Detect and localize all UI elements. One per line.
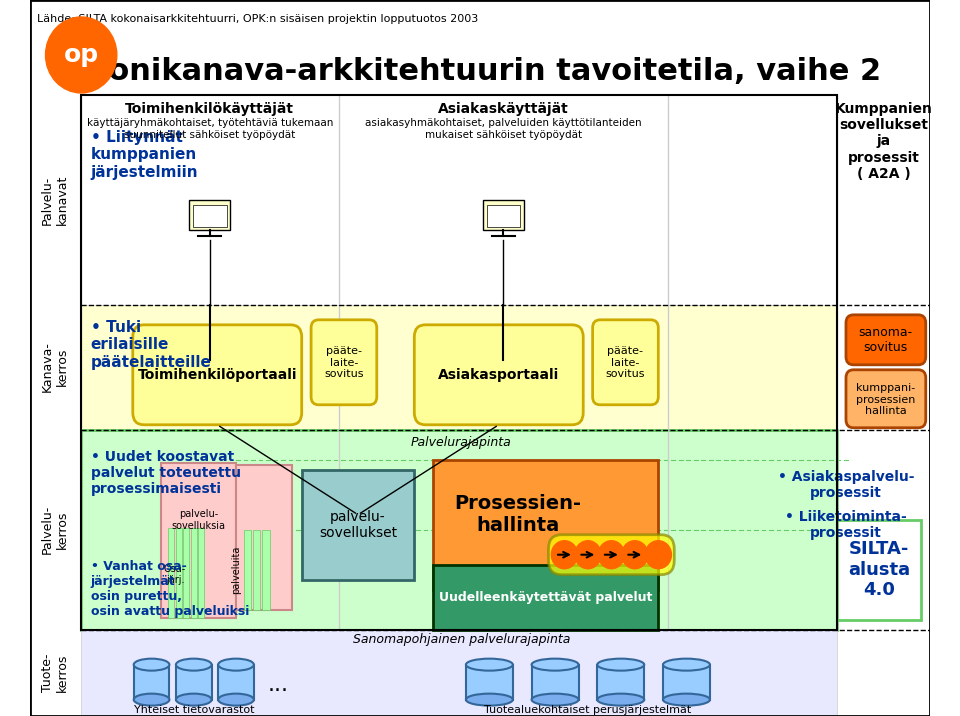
FancyBboxPatch shape	[483, 200, 524, 230]
Text: Tuote-
kerros: Tuote- kerros	[41, 654, 69, 692]
Text: Prosessien-
hallinta: Prosessien- hallinta	[454, 494, 581, 536]
FancyBboxPatch shape	[244, 530, 251, 610]
Ellipse shape	[176, 694, 211, 706]
Text: Toimihenkilöportaali: Toimihenkilöportaali	[137, 368, 297, 382]
Ellipse shape	[133, 659, 169, 671]
FancyBboxPatch shape	[663, 664, 709, 700]
FancyBboxPatch shape	[218, 664, 253, 700]
FancyBboxPatch shape	[176, 528, 181, 618]
Text: Palvelu-
kanavat: Palvelu- kanavat	[41, 175, 69, 225]
FancyBboxPatch shape	[82, 95, 836, 305]
Text: Lähde: SILTA kokonaisarkkitehtuurri, OPK:n sisäisen projektin lopputuotos 2003: Lähde: SILTA kokonaisarkkitehtuurri, OPK…	[37, 14, 478, 24]
FancyBboxPatch shape	[82, 629, 836, 715]
Ellipse shape	[176, 659, 211, 671]
Text: Osa-
järj.: Osa- järj.	[164, 564, 186, 586]
FancyBboxPatch shape	[466, 664, 513, 700]
Text: Palvelu-
kerros: Palvelu- kerros	[41, 505, 69, 554]
FancyBboxPatch shape	[189, 200, 230, 230]
Text: SILTA-
alusta
4.0: SILTA- alusta 4.0	[848, 540, 910, 599]
Ellipse shape	[597, 659, 644, 671]
Text: Uudelleenkäytettävät palvelut: Uudelleenkäytettävät palvelut	[439, 591, 653, 604]
FancyBboxPatch shape	[82, 430, 836, 629]
Text: palveluita: palveluita	[231, 546, 241, 594]
Text: Kumppanien
sovellukset
ja
prosessit
( A2A ): Kumppanien sovellukset ja prosessit ( A2…	[834, 102, 932, 180]
FancyBboxPatch shape	[301, 470, 415, 580]
FancyBboxPatch shape	[433, 460, 659, 590]
FancyBboxPatch shape	[433, 565, 659, 629]
Text: • Tuki
erilaisille
päätelaitteille: • Tuki erilaisille päätelaitteille	[90, 320, 211, 369]
Ellipse shape	[663, 694, 709, 706]
Ellipse shape	[663, 659, 709, 671]
FancyBboxPatch shape	[846, 315, 925, 365]
Text: Toimihenkilökäyttäjät: Toimihenkilökäyttäjät	[125, 102, 294, 116]
Text: sanoma-
sovitus: sanoma- sovitus	[858, 326, 912, 354]
Ellipse shape	[218, 694, 253, 706]
FancyBboxPatch shape	[487, 205, 520, 227]
FancyBboxPatch shape	[252, 530, 260, 610]
FancyBboxPatch shape	[592, 320, 659, 405]
Ellipse shape	[466, 659, 513, 671]
Text: • Vanhat osa-
järjestelmät
osin purettu,
osin avattu palveluiksi: • Vanhat osa- järjestelmät osin purettu,…	[90, 560, 249, 618]
FancyBboxPatch shape	[168, 528, 174, 618]
Text: käyttäjäryhmäkohtaiset, työtehtäviä tukemaan
suunnitellut sähköiset työpöydät: käyttäjäryhmäkohtaiset, työtehtäviä tuke…	[86, 118, 333, 140]
Ellipse shape	[597, 694, 644, 706]
Circle shape	[645, 541, 671, 569]
FancyBboxPatch shape	[236, 465, 292, 610]
FancyBboxPatch shape	[191, 528, 197, 618]
Text: Monikanava-arkkitehtuurin tavoitetila, vaihe 2: Monikanava-arkkitehtuurin tavoitetila, v…	[79, 57, 881, 87]
FancyBboxPatch shape	[82, 305, 836, 430]
FancyBboxPatch shape	[183, 528, 189, 618]
FancyBboxPatch shape	[161, 463, 236, 618]
Text: Palvelurajapinta: Palvelurajapinta	[411, 436, 512, 449]
FancyBboxPatch shape	[597, 664, 644, 700]
Circle shape	[45, 17, 117, 93]
FancyBboxPatch shape	[176, 664, 211, 700]
Text: asiakasyhmäkohtaiset, palveluiden käyttötilanteiden
mukaiset sähköiset työpöydät: asiakasyhmäkohtaiset, palveluiden käyttö…	[365, 118, 642, 140]
Text: Yhteiset tietovarastot: Yhteiset tietovarastot	[133, 705, 254, 715]
Text: pääte-
laite-
sovitus: pääte- laite- sovitus	[324, 347, 364, 379]
FancyBboxPatch shape	[193, 205, 227, 227]
Text: Asiakasportaali: Asiakasportaali	[438, 368, 560, 382]
FancyBboxPatch shape	[415, 325, 584, 425]
Text: palvelu-
sovellukset: palvelu- sovellukset	[319, 510, 397, 540]
Text: Tuotealuekohtaiset perusjärjestelmät: Tuotealuekohtaiset perusjärjestelmät	[484, 705, 691, 715]
Text: • Uudet koostavat
palvelut toteutettu
prosessimaisesti: • Uudet koostavat palvelut toteutettu pr…	[90, 450, 241, 496]
Ellipse shape	[466, 694, 513, 706]
Text: ...: ...	[268, 674, 289, 695]
FancyBboxPatch shape	[133, 664, 169, 700]
FancyBboxPatch shape	[262, 530, 270, 610]
Circle shape	[551, 541, 578, 569]
Ellipse shape	[532, 659, 579, 671]
FancyBboxPatch shape	[311, 320, 376, 405]
Text: Sanomapohjainen palvelurajapinta: Sanomapohjainen palvelurajapinta	[352, 633, 570, 646]
FancyBboxPatch shape	[199, 528, 204, 618]
Text: • Liiketoiminta-
prosessit: • Liiketoiminta- prosessit	[785, 510, 907, 540]
Text: • Asiakaspalvelu-
prosessit: • Asiakaspalvelu- prosessit	[778, 470, 914, 500]
FancyBboxPatch shape	[548, 535, 674, 575]
FancyBboxPatch shape	[532, 664, 579, 700]
Text: palvelu-
sovelluksia: palvelu- sovelluksia	[172, 509, 226, 531]
Text: pääte-
laite-
sovitus: pääte- laite- sovitus	[606, 347, 645, 379]
Ellipse shape	[532, 694, 579, 706]
Circle shape	[622, 541, 648, 569]
FancyBboxPatch shape	[132, 325, 301, 425]
Circle shape	[575, 541, 601, 569]
Text: kumppani-
prosessien
hallinta: kumppani- prosessien hallinta	[855, 383, 915, 417]
Text: Kanava-
kerros: Kanava- kerros	[41, 342, 69, 392]
Circle shape	[598, 541, 625, 569]
Text: op: op	[63, 43, 99, 67]
Ellipse shape	[133, 694, 169, 706]
FancyBboxPatch shape	[836, 520, 921, 619]
Text: • Liitynnät
kumppanien
järjestelmiin: • Liitynnät kumppanien järjestelmiin	[90, 130, 198, 180]
Ellipse shape	[218, 659, 253, 671]
Text: Asiakaskäyttäjät: Asiakaskäyttäjät	[438, 102, 569, 116]
FancyBboxPatch shape	[846, 369, 925, 427]
